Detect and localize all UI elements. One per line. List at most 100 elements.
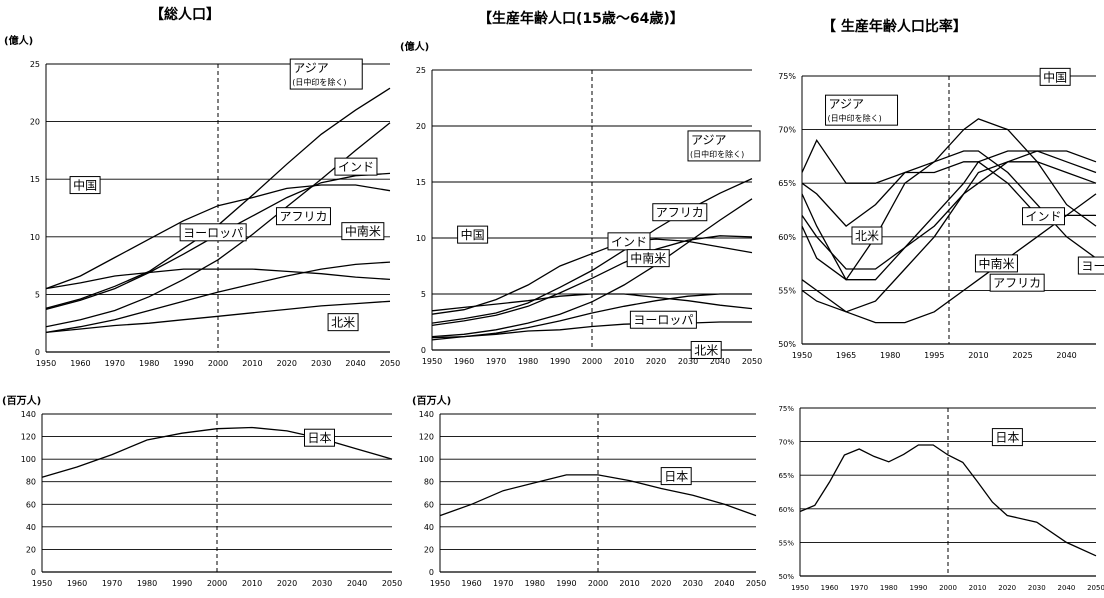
y-tick-label: 0	[421, 346, 426, 355]
series-line-アフリカ	[801, 193, 1097, 324]
x-tick-label: 2050	[382, 579, 402, 588]
y-tick-label: 55%	[778, 539, 794, 547]
series-label-box	[626, 249, 670, 268]
y-tick-label: 20	[424, 545, 434, 554]
y-tick-label: 70%	[778, 126, 796, 135]
x-tick-label: 1950	[430, 579, 450, 588]
x-tick-label: 1980	[137, 579, 157, 588]
y-tick-label: 25	[30, 60, 40, 69]
series-label: アジア	[829, 97, 865, 111]
x-tick-label: 1980	[139, 359, 159, 368]
chart-total-world: (億人) 0 5 10 15 20 25 1950 1960 1970 1980 1990 2000 20…	[4, 34, 400, 368]
series-label-box	[974, 254, 1018, 273]
y-tick-label: 0	[31, 568, 36, 577]
series-label: アフリカ	[993, 276, 1041, 290]
y-tick-label: 20	[30, 118, 40, 127]
x-tick-label: 1960	[461, 579, 481, 588]
x-tick-label: 2040	[1056, 351, 1076, 360]
x-tick-label: 2010	[969, 584, 987, 592]
y-tick-label: 15	[30, 175, 40, 184]
x-tick-label: 1980	[518, 357, 538, 366]
x-tick-label: 2050	[746, 579, 766, 588]
x-tick-label: 2020	[998, 584, 1016, 592]
x-tick-label: 2020	[277, 579, 297, 588]
x-tick-label: 2000	[939, 584, 957, 592]
series-label: ヨーロッパ	[633, 313, 693, 327]
x-tick-label: 2040	[1057, 584, 1075, 592]
x-tick-label: 2000	[582, 357, 602, 366]
x-tick-label: 1995	[924, 351, 944, 360]
x-tick-label: 2010	[242, 579, 262, 588]
x-tick-label: 1970	[850, 584, 868, 592]
series-label-box	[1039, 67, 1071, 86]
series-label: 北米	[331, 316, 355, 330]
series-label-box	[660, 467, 692, 486]
series-label: 中国	[73, 178, 97, 193]
series-sublabel: (日中印を除く)	[828, 113, 882, 123]
series-label: インド	[1026, 210, 1062, 224]
y-tick-label: 140	[419, 410, 434, 419]
y-tick-label: 70%	[778, 439, 794, 447]
series-line-中南米	[45, 261, 391, 334]
x-tick-label: 1960	[67, 579, 87, 588]
x-tick-label: 2030	[683, 579, 703, 588]
x-tick-label: 2025	[1012, 351, 1032, 360]
series-label: 中国	[461, 227, 485, 242]
series-line-ヨーロッパ	[431, 293, 753, 312]
x-tick-label: 1970	[102, 579, 122, 588]
series-line-中国	[45, 184, 391, 290]
y-tick-label: 60	[26, 500, 36, 509]
x-tick-label: 2000	[208, 359, 228, 368]
y-tick-label: 0	[35, 348, 40, 357]
y-tick-label: 20	[26, 545, 36, 554]
series-label-box	[1077, 256, 1104, 275]
x-tick-label: 1970	[493, 579, 513, 588]
x-tick-label: 1950	[36, 359, 56, 368]
series-label-box	[341, 222, 385, 241]
series-label-box	[851, 226, 883, 245]
series-label: アジア	[691, 133, 727, 147]
series-line-北米	[45, 300, 391, 334]
chart-ratio-world: 50% 55% 60% 65% 70% 75% 1950 1965 1980 1995 2010 20…	[778, 67, 1104, 360]
chart-working-world: (億人) 0 5 10 15 20 25 1950 1960 1970 1980 1990 2000 20…	[400, 40, 762, 366]
y-tick-label: 15	[416, 178, 426, 187]
series-label-box	[690, 340, 722, 359]
series-label: ヨーロッパ	[1081, 259, 1104, 273]
series-label: 中国	[1043, 69, 1067, 84]
y-tick-label: 50%	[778, 573, 794, 581]
x-tick-label: 2040	[714, 579, 734, 588]
series-label: 北米	[855, 229, 879, 243]
series-label: 中南米	[978, 256, 1014, 271]
series-label: アフリカ	[279, 210, 327, 224]
y-axis-label: (億人)	[4, 34, 33, 47]
series-line-インド	[801, 150, 1097, 270]
x-tick-label: 1990	[909, 584, 927, 592]
x-tick-label: 1990	[172, 579, 192, 588]
y-axis-label: (百万人)	[2, 394, 41, 407]
x-tick-label: 1990	[550, 357, 570, 366]
series-line-日本	[799, 444, 1097, 557]
y-tick-label: 140	[21, 410, 36, 419]
x-tick-label: 1950	[792, 351, 812, 360]
chart-ratio-japan: 50% 55% 60% 65% 70% 75% 1950 1960 1970 1980 1990 20…	[778, 405, 1104, 592]
x-tick-label: 2040	[710, 357, 730, 366]
x-tick-label: 2040	[345, 359, 365, 368]
y-tick-label: 80	[424, 478, 434, 487]
x-tick-label: 1970	[105, 359, 125, 368]
y-tick-label: 120	[419, 433, 434, 442]
series-label-box	[629, 310, 697, 329]
series-label-box	[1022, 207, 1065, 226]
series-line-中国	[801, 118, 1097, 281]
series-label-box	[289, 58, 363, 90]
title-total: 【総人口】	[150, 7, 220, 23]
x-tick-label: 1990	[556, 579, 576, 588]
series-line-中南米	[801, 161, 1097, 313]
x-tick-label: 1960	[821, 584, 839, 592]
x-tick-label: 1980	[525, 579, 545, 588]
y-tick-label: 10	[416, 234, 426, 243]
series-line-中南米	[431, 293, 752, 341]
y-tick-label: 5	[421, 290, 426, 299]
y-tick-label: 75%	[778, 405, 794, 413]
y-tick-label: 100	[419, 455, 434, 464]
title-ratio: 【 生産年齢人口比率】	[822, 19, 967, 35]
